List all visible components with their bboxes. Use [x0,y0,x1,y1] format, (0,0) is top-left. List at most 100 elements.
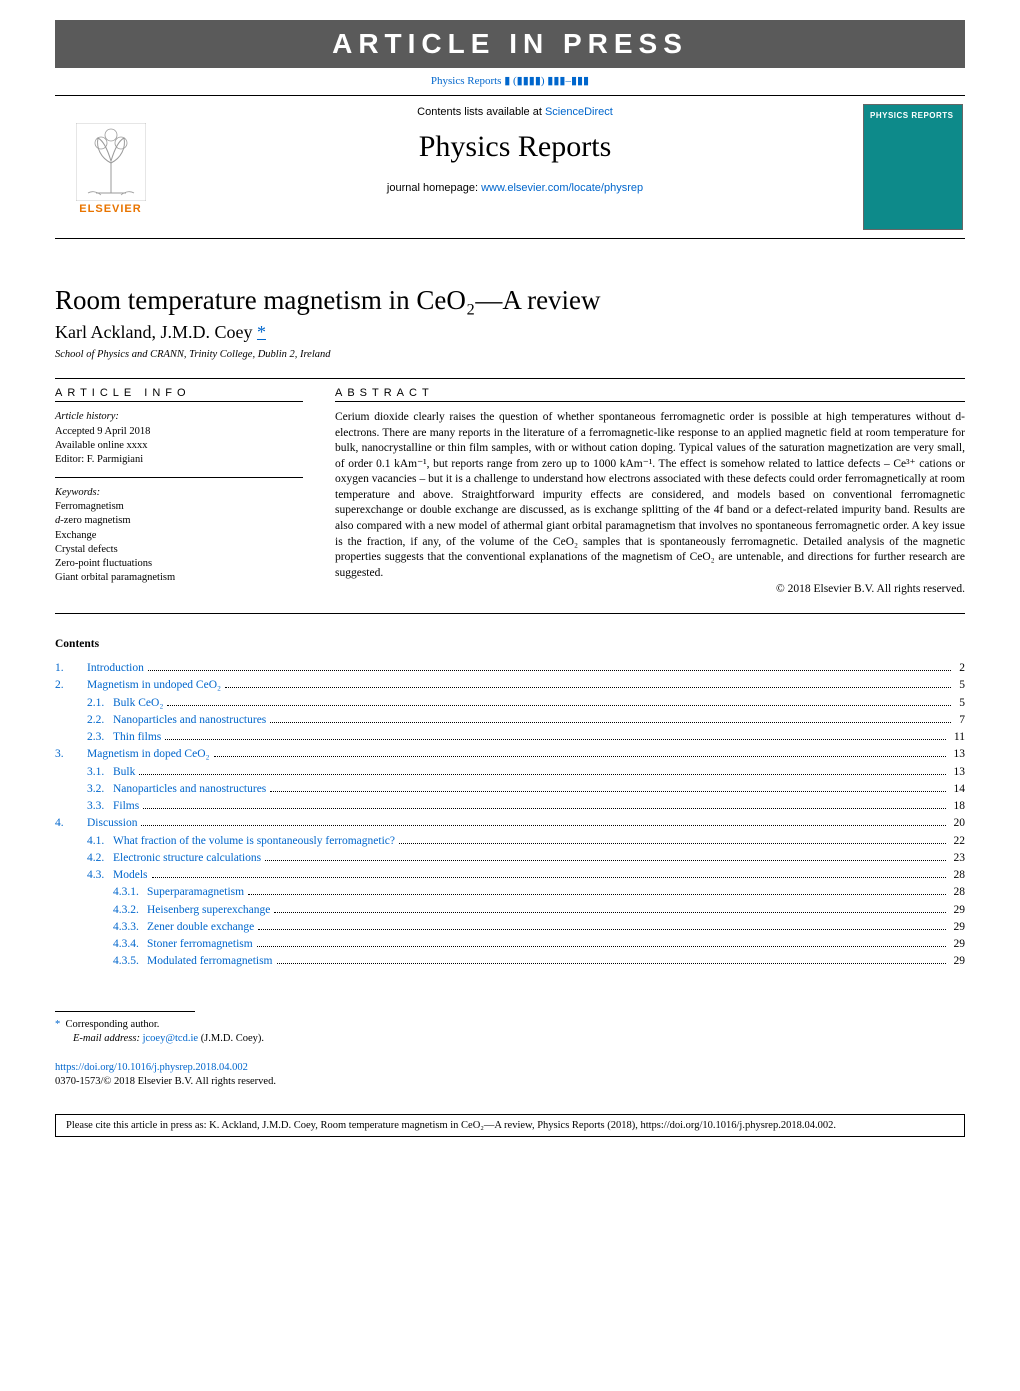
toc-number: 3.3. [55,798,113,815]
toc-dots [277,963,946,964]
journal-title: Physics Reports [175,130,855,164]
toc-page: 23 [950,850,966,867]
toc-page: 5 [955,695,965,712]
divider [335,401,965,402]
toc-label[interactable]: Superparamagnetism [147,884,244,901]
divider [55,401,303,402]
corresponding-author-mark[interactable]: * [257,322,266,342]
toc-label[interactable]: Magnetism in undoped CeO₂ [87,677,221,694]
toc-dots [225,687,951,688]
toc-number: 2.2. [55,712,113,729]
publisher-logo-cell: ELSEVIER [55,96,175,238]
copyright: © 2018 Elsevier B.V. All rights reserved… [335,583,965,595]
toc-page: 29 [950,902,966,919]
abstract-heading: ABSTRACT [335,387,965,399]
toc-number: 2. [55,677,87,694]
toc-label[interactable]: Electronic structure calculations [113,850,261,867]
toc-label[interactable]: What fraction of the volume is spontaneo… [113,833,395,850]
toc-label[interactable]: Films [113,798,139,815]
sciencedirect-link[interactable]: ScienceDirect [545,106,613,118]
toc-page: 7 [955,712,965,729]
toc-row: 4.3.1.Superparamagnetism 28 [55,884,965,901]
doi-link[interactable]: https://doi.org/10.1016/j.physrep.2018.0… [55,1062,248,1073]
toc-dots [257,946,946,947]
divider [55,378,965,379]
toc-page: 13 [950,764,966,781]
in-press-banner: ARTICLE IN PRESS [55,20,965,68]
toc-page: 2 [955,660,965,677]
email-link[interactable]: jcoey@tcd.ie [143,1033,198,1044]
toc-label[interactable]: Models [113,867,148,884]
toc-dots [258,929,945,930]
toc-page: 14 [950,781,966,798]
toc-label[interactable]: Stoner ferromagnetism [147,936,253,953]
table-of-contents: 1.Introduction22.Magnetism in undoped Ce… [55,660,965,971]
toc-row: 4.Discussion20 [55,815,965,832]
authors: Karl Ackland, J.M.D. Coey * [55,322,965,343]
toc-number: 4.3.1. [55,884,147,901]
toc-label[interactable]: Zener double exchange [147,919,254,936]
toc-row: 3.Magnetism in doped CeO₂ 13 [55,746,965,763]
toc-dots [141,825,945,826]
toc-row: 4.1.What fraction of the volume is spont… [55,833,965,850]
toc-number: 3. [55,746,87,763]
journal-homepage-link[interactable]: www.elsevier.com/locate/physrep [481,182,643,194]
toc-number: 4.3.2. [55,902,147,919]
toc-dots [143,808,945,809]
keyword-item: -zero magnetism [60,515,130,526]
doi-block: https://doi.org/10.1016/j.physrep.2018.0… [55,1061,965,1088]
toc-row: 4.3.Models 28 [55,867,965,884]
toc-number: 4. [55,815,87,832]
toc-row: 4.3.2.Heisenberg superexchange 29 [55,902,965,919]
toc-number: 3.2. [55,781,113,798]
toc-page: 22 [950,833,966,850]
toc-dots [214,756,946,757]
footnotes: * Corresponding author. E-mail address: … [55,1018,965,1047]
toc-dots [139,774,945,775]
toc-page: 13 [950,746,966,763]
toc-row: 4.3.5.Modulated ferromagnetism29 [55,953,965,970]
toc-label[interactable]: Nanoparticles and nanostructures [113,781,266,798]
toc-page: 28 [950,884,966,901]
toc-dots [265,860,945,861]
journal-cover-thumb: PHYSICS REPORTS [863,104,963,230]
toc-label[interactable]: Thin films [113,729,161,746]
divider [55,477,303,478]
toc-number: 2.1. [55,695,113,712]
divider [55,613,965,614]
footnote-rule [55,1011,195,1012]
toc-row: 2.1.Bulk CeO₂ 5 [55,695,965,712]
toc-page: 28 [950,867,966,884]
toc-label[interactable]: Nanoparticles and nanostructures [113,712,266,729]
article-info-heading: ARTICLE INFO [55,387,303,399]
toc-row: 4.2.Electronic structure calculations 23 [55,850,965,867]
toc-number: 1. [55,660,87,677]
toc-page: 29 [950,919,966,936]
toc-row: 2.Magnetism in undoped CeO₂5 [55,677,965,694]
toc-label[interactable]: Introduction [87,660,144,677]
toc-row: 2.3.Thin films 11 [55,729,965,746]
toc-label[interactable]: Heisenberg superexchange [147,902,270,919]
publisher-name: ELSEVIER [79,203,141,215]
toc-row: 2.2.Nanoparticles and nanostructures 7 [55,712,965,729]
cite-box: Please cite this article in press as: K.… [55,1114,965,1137]
affiliation: School of Physics and CRANN, Trinity Col… [55,349,965,360]
toc-dots [152,877,946,878]
journal-header: ELSEVIER Contents lists available at Sci… [55,95,965,239]
toc-label[interactable]: Modulated ferromagnetism [147,953,273,970]
toc-dots [248,894,945,895]
toc-dots [270,791,945,792]
toc-page: 29 [950,936,966,953]
toc-number: 4.2. [55,850,113,867]
toc-dots [270,722,951,723]
toc-page: 11 [950,729,965,746]
toc-label[interactable]: Discussion [87,815,137,832]
toc-label[interactable]: Magnetism in doped CeO₂ [87,746,210,763]
ref-link[interactable]: Physics Reports ▮ (▮▮▮▮) ▮▮▮–▮▮▮ [431,75,589,87]
keywords: Keywords: Ferromagnetism d-zero magnetis… [55,486,303,585]
toc-label[interactable]: Bulk CeO₂ [113,695,163,712]
toc-label[interactable]: Bulk [113,764,135,781]
toc-number: 2.3. [55,729,113,746]
toc-row: 4.3.3.Zener double exchange29 [55,919,965,936]
toc-number: 4.3. [55,867,113,884]
